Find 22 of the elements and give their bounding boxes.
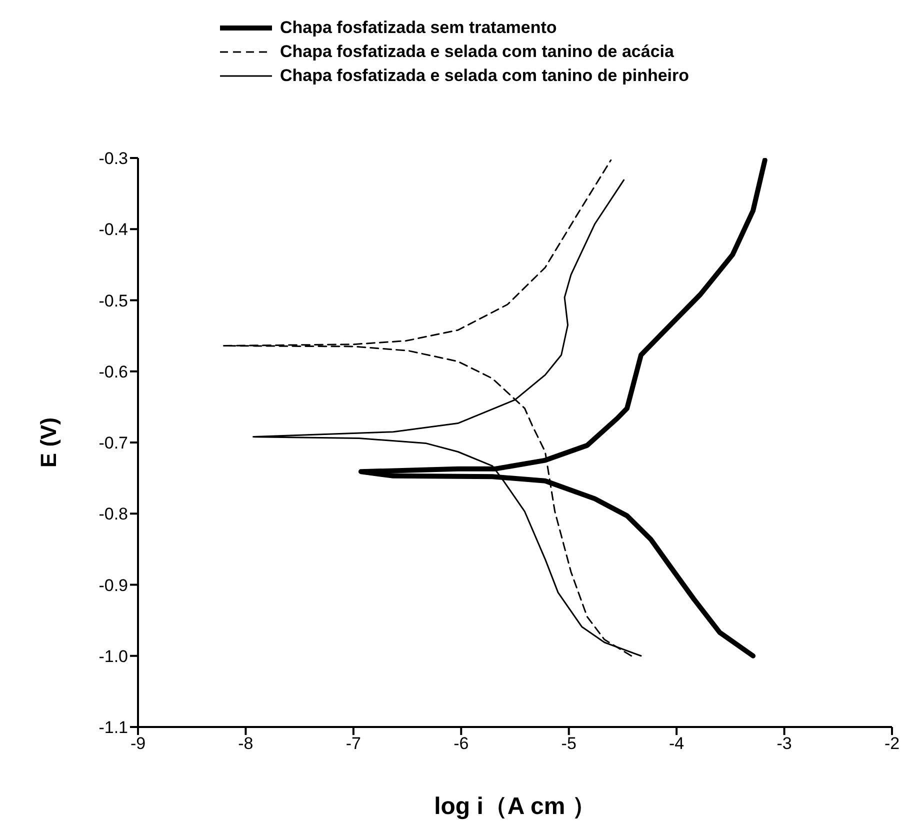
x-tick-label: -2 xyxy=(884,734,900,754)
x-tick-label: -5 xyxy=(561,734,576,754)
y-tick-label: -0.4 xyxy=(98,220,128,240)
legend-label: Chapa fosfatizada e selada com tanino de pinheiro xyxy=(280,66,690,86)
x-tick-label: -3 xyxy=(776,734,792,754)
y-tick-label: -1.1 xyxy=(98,718,128,738)
x-tick-label: -4 xyxy=(669,734,684,754)
y-tick-label: -0.3 xyxy=(98,149,128,168)
legend-label: Chapa fosfatizada e selada com tanino de acácia xyxy=(280,42,674,62)
x-tick-label: -9 xyxy=(130,734,146,754)
y-tick-label: -1.0 xyxy=(98,646,128,666)
x-tick-label: -6 xyxy=(454,734,469,754)
y-tick-label: -0.9 xyxy=(98,576,128,595)
x-axis-title: log i（A cm ） xyxy=(434,793,596,820)
x-tick-label: -7 xyxy=(346,734,361,754)
legend-label: Chapa fosfatizada sem tratamento xyxy=(280,18,557,38)
x-tick-label: -8 xyxy=(238,734,254,754)
y-axis-title: E (V) xyxy=(36,417,61,468)
y-tick-label: -0.7 xyxy=(98,434,128,453)
y-tick-label: -0.6 xyxy=(98,362,128,382)
y-tick-label: -0.8 xyxy=(98,504,128,524)
y-tick-label: -0.5 xyxy=(98,291,128,310)
